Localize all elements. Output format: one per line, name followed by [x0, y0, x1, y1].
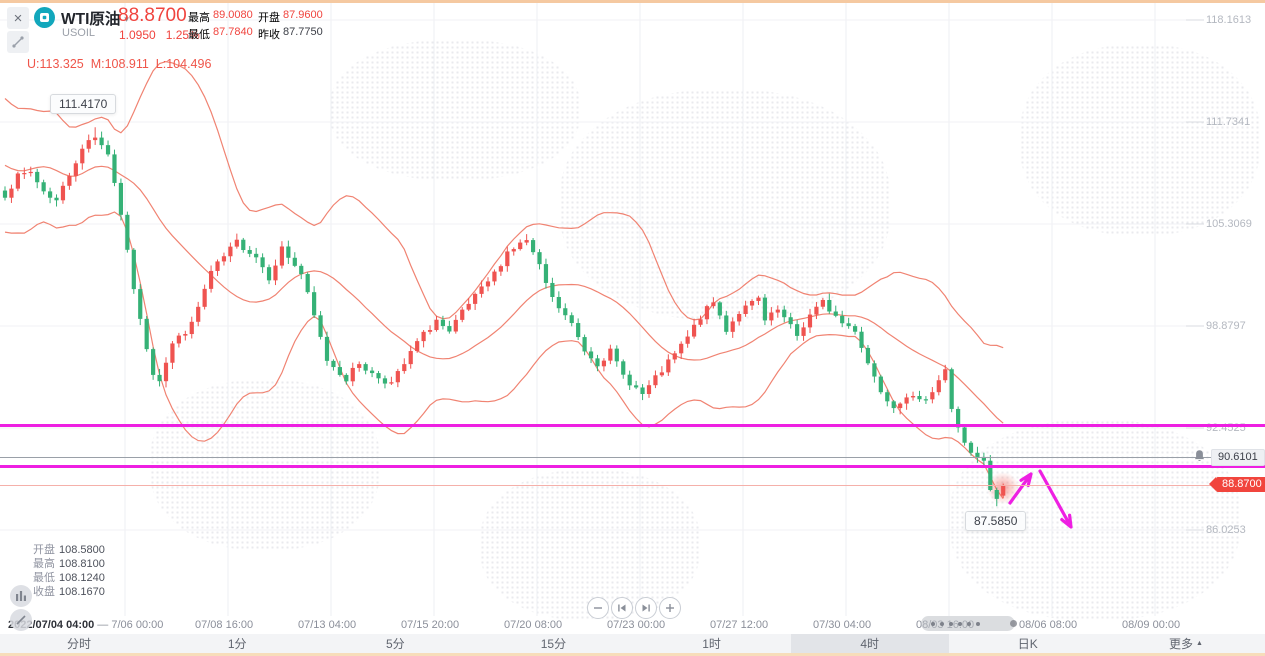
price-tooltip: 87.5850 [965, 511, 1027, 531]
ohlc-row: 最高 108.8100 [33, 558, 105, 570]
price-axis-label: 111.7341 [1206, 116, 1251, 128]
magenta-horizontal-line[interactable] [0, 465, 1265, 468]
stat-label: 最高 [188, 12, 210, 24]
bottom-edge-strip [0, 653, 1265, 656]
caret-up-icon: ▲ [1195, 640, 1203, 647]
time-axis-start-label: 2022/07/04 04:00 — 7/06 00:00 [8, 619, 164, 631]
map-dots [480, 470, 700, 620]
time-axis-label: 07/27 12:00 [710, 619, 769, 631]
ohlc-panel: 开盘 108.5800 最高 108.8100 最低 108.1240 收盘 108.1670 [33, 543, 105, 599]
ohlc-row: 收盘 108.1670 [33, 586, 105, 598]
top-edge-strip [0, 0, 1265, 3]
current-price-badge: 88.8700 [1209, 477, 1265, 492]
symbol-code: USOIL [62, 27, 96, 39]
stat-label: 昨收 [258, 29, 280, 41]
price-axis-label: 86.0253 [1206, 524, 1246, 536]
price-alert-line[interactable] [0, 457, 1265, 458]
timeframe-tab-4[interactable]: 15分 [540, 637, 567, 651]
draw-tool-button[interactable] [10, 609, 32, 631]
scrub-dots-overlay[interactable] [921, 616, 1015, 631]
stat-label: 最低 [188, 29, 210, 41]
magenta-horizontal-line[interactable] [0, 424, 1265, 427]
bollinger-values: U:113.325 M:108.911 L:104.496 [27, 57, 212, 71]
timeframe-tab-3[interactable]: 5分 [385, 637, 405, 651]
stat-value: 89.0080 [213, 9, 253, 21]
last-price: 88.8700 [118, 5, 187, 26]
time-axis-label: 08/06 08:00 [1019, 619, 1078, 631]
timeframe-tab-7[interactable]: 日K [1017, 637, 1038, 651]
timeframe-tab-8[interactable]: 更多 ▲ [1168, 637, 1203, 651]
zoom-in-button[interactable] [659, 597, 681, 619]
ohlc-row: 最低 108.1240 [33, 572, 105, 584]
current-price-line [0, 485, 1265, 486]
price-axis-label: 118.1613 [1206, 14, 1252, 26]
symbol-logo [34, 7, 55, 28]
trendline-tool-icon[interactable] [7, 31, 29, 53]
time-axis-label: 08/09 00:00 [1122, 619, 1181, 631]
time-axis-label: 07/20 08:00 [504, 619, 563, 631]
price-change: 1.0950 1.25% [119, 28, 200, 42]
time-axis-label: 07/30 04:00 [813, 619, 872, 631]
timeframe-tab-1[interactable]: 分时 [67, 637, 92, 651]
alert-price-label[interactable]: 90.6101 [1211, 449, 1265, 466]
map-dots [330, 40, 580, 180]
time-axis-label: 07/08 16:00 [195, 619, 254, 631]
stat-label: 开盘 [258, 12, 280, 24]
close-button[interactable]: × [7, 7, 29, 29]
map-dots [560, 90, 890, 320]
timeframe-tab-5[interactable]: 1时 [702, 637, 721, 651]
time-axis-label: 07/13 04:00 [298, 619, 357, 631]
scrub-dot[interactable] [1010, 620, 1017, 627]
price-axis-label: 98.8797 [1206, 320, 1246, 332]
skip-to-start-button[interactable] [611, 597, 633, 619]
stat-value: 87.7840 [213, 26, 253, 38]
zoom-out-button[interactable] [587, 597, 609, 619]
timeframe-tab-6[interactable]: 4时 [790, 634, 949, 653]
time-axis-label: 07/15 20:00 [401, 619, 460, 631]
stat-value: 87.9600 [283, 9, 323, 21]
ohlc-row: 开盘 108.5800 [33, 544, 105, 556]
map-dots [1020, 45, 1260, 235]
symbol-name[interactable]: WTI原油 ▾ [61, 11, 129, 28]
timeframe-toolbar: 分时 1分 5分 15分 1时 4时 日K 更多 ▲ [0, 634, 1265, 653]
stat-value: 87.7750 [283, 26, 323, 38]
chevron-down-icon: ▾ [124, 14, 129, 24]
indicator-button[interactable] [10, 585, 32, 607]
timeframe-tab-2[interactable]: 1分 [227, 637, 247, 651]
price-axis-label: 105.3069 [1206, 218, 1252, 230]
skip-to-end-button[interactable] [635, 597, 657, 619]
price-tooltip: 111.4170 [50, 94, 117, 114]
time-axis-label: 07/23 00:00 [607, 619, 666, 631]
alert-bell-icon [1194, 450, 1205, 461]
